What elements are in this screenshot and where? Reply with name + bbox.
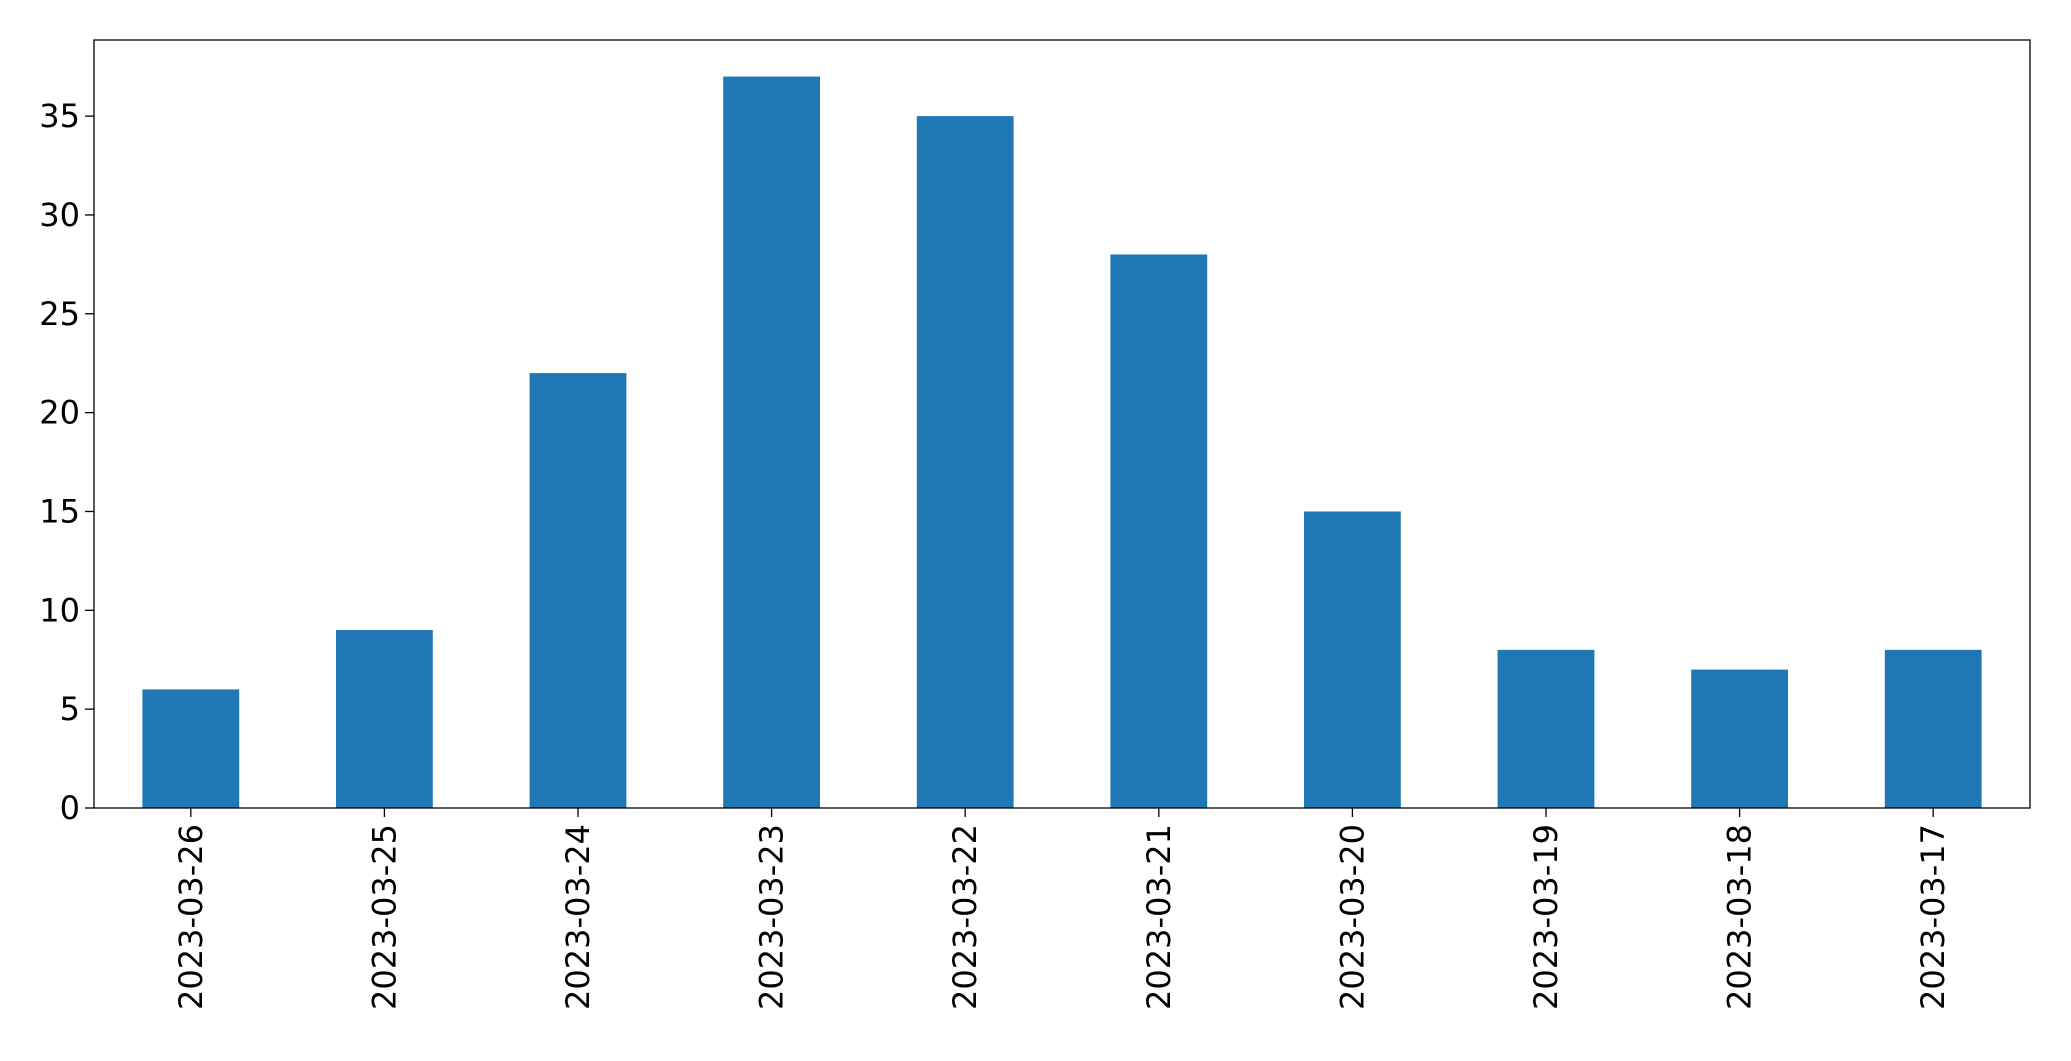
x-tick-label: 2023-03-18 bbox=[1721, 824, 1759, 1010]
x-tick-label: 2023-03-24 bbox=[559, 824, 597, 1010]
bar bbox=[1691, 669, 1788, 808]
bar bbox=[336, 630, 433, 808]
bar bbox=[1497, 649, 1595, 808]
bar bbox=[142, 689, 240, 808]
plot-frame bbox=[93, 39, 2031, 809]
x-tick-label: 2023-03-22 bbox=[946, 824, 984, 1010]
x-tick-label: 2023-03-21 bbox=[1140, 824, 1178, 1010]
x-tick-label: 2023-03-26 bbox=[172, 824, 210, 1010]
x-tick-label: 2023-03-19 bbox=[1527, 824, 1565, 1010]
y-tick-label: 10 bbox=[39, 591, 80, 629]
y-tick-label: 25 bbox=[39, 295, 80, 333]
bar bbox=[529, 373, 627, 808]
x-tick-label: 2023-03-25 bbox=[365, 824, 403, 1010]
y-tick-label: 5 bbox=[60, 690, 80, 728]
y-tick-label: 30 bbox=[39, 196, 80, 234]
x-tick-label: 2023-03-23 bbox=[753, 824, 791, 1010]
bar bbox=[1884, 649, 1982, 808]
bar bbox=[723, 76, 820, 809]
y-tick-label: 20 bbox=[39, 394, 80, 432]
bar bbox=[1110, 254, 1208, 809]
y-tick-label: 35 bbox=[39, 97, 80, 135]
bar bbox=[916, 116, 1014, 809]
y-tick-label: 15 bbox=[39, 492, 80, 530]
bar bbox=[1304, 511, 1401, 808]
x-tick-label: 2023-03-17 bbox=[1914, 824, 1952, 1010]
marks bbox=[142, 76, 1982, 809]
y-tick-label: 0 bbox=[60, 789, 80, 827]
x-tick-label: 2023-03-20 bbox=[1333, 824, 1371, 1010]
